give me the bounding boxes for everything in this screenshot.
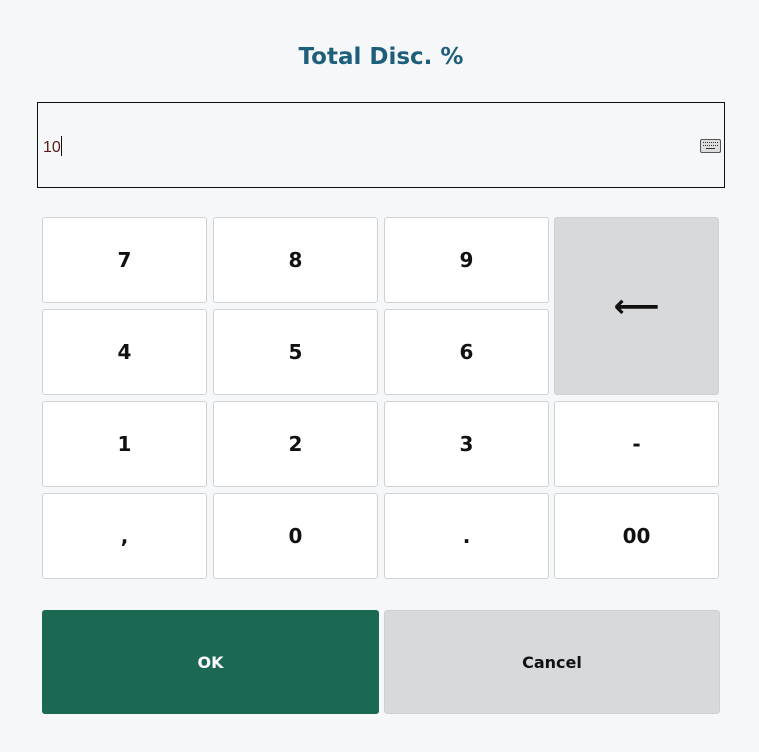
key-decimal[interactable]: . <box>384 493 549 579</box>
key-9[interactable]: 9 <box>384 217 549 303</box>
ok-button[interactable]: OK <box>42 610 379 714</box>
key-7[interactable]: 7 <box>42 217 207 303</box>
backspace-button[interactable]: ⟵ <box>554 217 719 395</box>
key-0[interactable]: 0 <box>213 493 378 579</box>
key-5[interactable]: 5 <box>213 309 378 395</box>
key-6[interactable]: 6 <box>384 309 549 395</box>
left-arrow-icon: ⟵ <box>613 287 660 325</box>
key-4[interactable]: 4 <box>42 309 207 395</box>
input-value: 10 <box>43 136 62 157</box>
key-comma[interactable]: , <box>42 493 207 579</box>
key-2[interactable]: 2 <box>213 401 378 487</box>
key-3[interactable]: 3 <box>384 401 549 487</box>
key-00[interactable]: 00 <box>554 493 719 579</box>
key-minus[interactable]: - <box>554 401 719 487</box>
key-1[interactable]: 1 <box>42 401 207 487</box>
keyboard-icon[interactable] <box>700 139 721 153</box>
dialog-title: Total Disc. % <box>298 44 464 70</box>
text-caret <box>60 136 62 156</box>
value-input[interactable]: 10 <box>37 102 725 188</box>
key-8[interactable]: 8 <box>213 217 378 303</box>
cancel-button[interactable]: Cancel <box>384 610 720 714</box>
